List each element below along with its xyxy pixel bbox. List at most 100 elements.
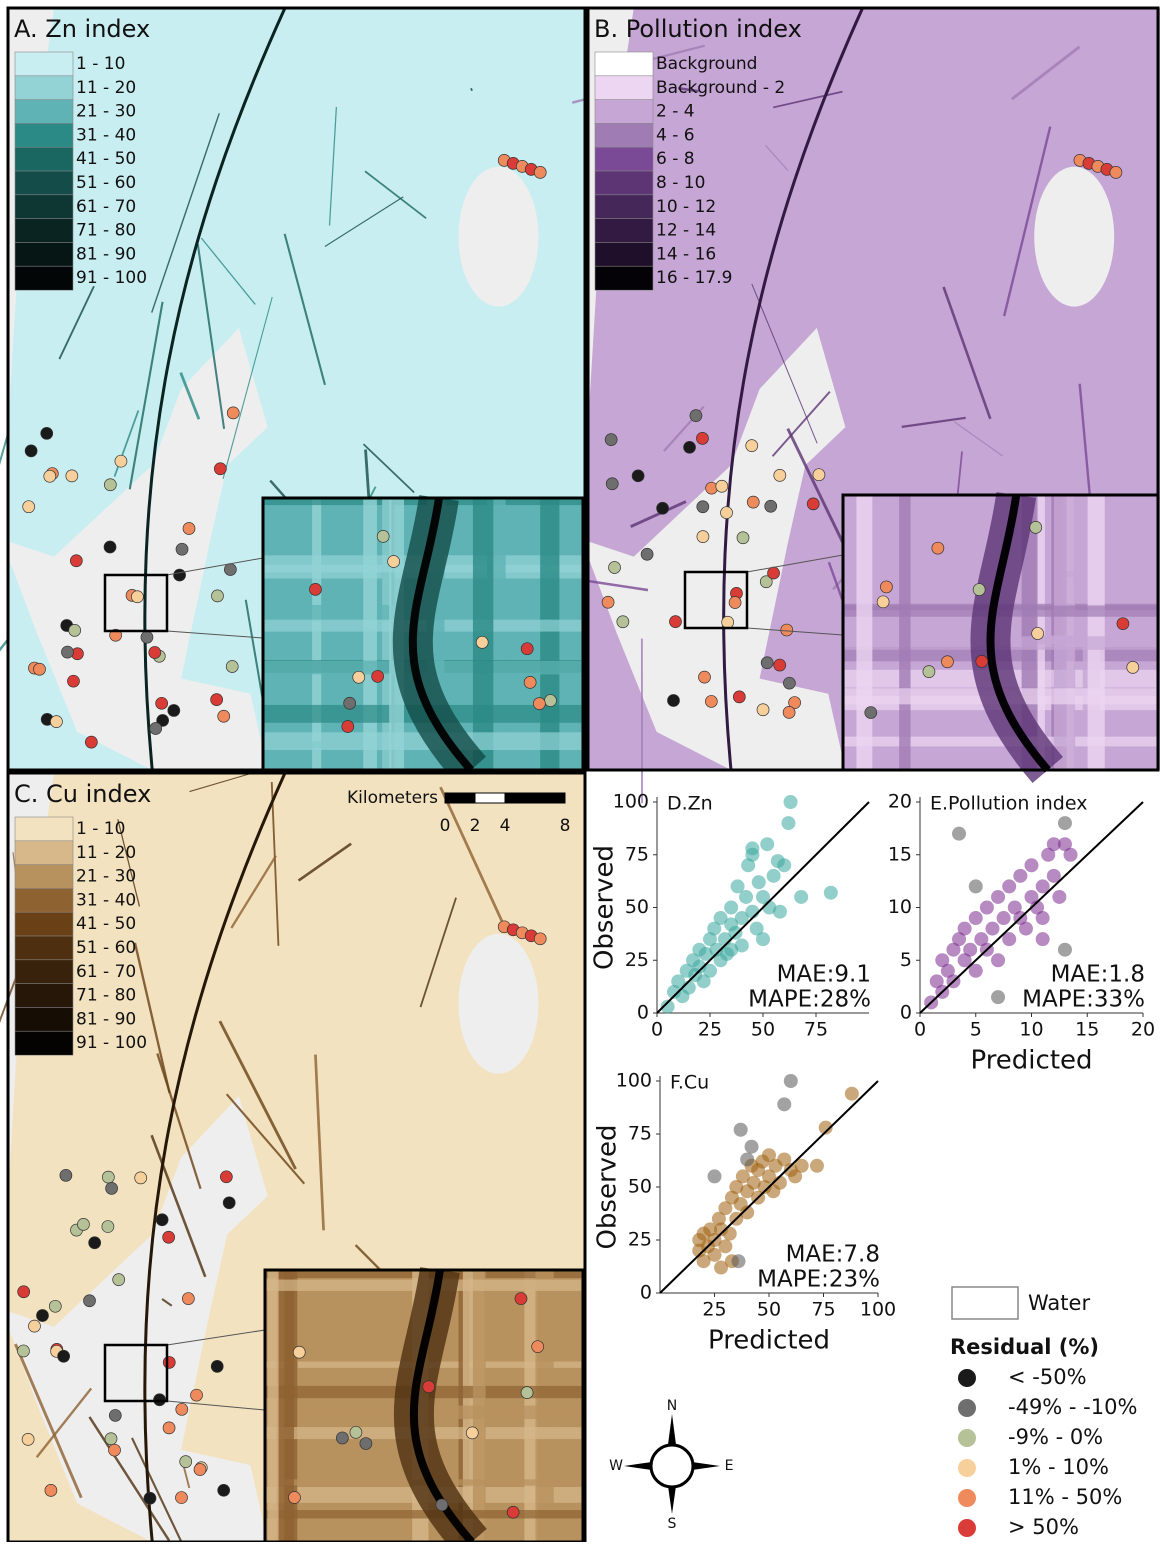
sample-point [641, 548, 653, 560]
legend-swatch [15, 100, 73, 124]
y-tick-label: 20 [888, 791, 912, 813]
x-tick-label: 5 [970, 1019, 982, 1041]
sample-point [747, 496, 759, 508]
sample-point [135, 1172, 147, 1184]
sample-point [69, 624, 81, 636]
sample-point [941, 656, 953, 668]
sample-point [163, 1356, 175, 1368]
sample-point [667, 695, 679, 707]
sample-point [191, 1389, 203, 1401]
sample-point [17, 1345, 29, 1357]
annotation: MAE:9.1 [777, 962, 871, 988]
sample-point [388, 556, 400, 568]
legend-label: 41 - 50 [76, 914, 136, 934]
y-tick-label: 10 [888, 896, 912, 918]
legend-swatch [15, 888, 73, 912]
residual-label: -49% - -10% [1008, 1395, 1137, 1419]
scatter-point [1064, 848, 1078, 862]
annotation: MAPE:33% [1022, 987, 1145, 1013]
sample-point [605, 434, 617, 446]
legend-swatch [15, 936, 73, 960]
scatter-point [1052, 890, 1066, 904]
scatter-point [958, 922, 972, 936]
y-tick-label: 0 [640, 1282, 652, 1304]
y-axis-label: Observed [590, 845, 620, 970]
sample-point [174, 569, 186, 581]
sample-point [49, 1300, 61, 1312]
y-tick-label: 75 [625, 843, 649, 865]
legend-swatch [15, 1007, 73, 1031]
y-tick-label: 75 [628, 1123, 652, 1145]
sample-point [180, 1456, 192, 1468]
scatter-point [1058, 943, 1072, 957]
sample-point [223, 1197, 235, 1209]
sample-point [757, 704, 769, 716]
scale-tick-label: 2 [470, 816, 481, 836]
map-title: C. Cu index [14, 780, 151, 808]
sample-point [102, 1221, 114, 1233]
legend-swatch [15, 76, 73, 100]
sample-point [524, 676, 536, 688]
sample-point [1117, 618, 1129, 630]
sample-point [141, 631, 153, 643]
legend-swatch [15, 171, 73, 195]
residual-label: 11% - 50% [1008, 1485, 1122, 1509]
sample-point [85, 736, 97, 748]
legend-label: 31 - 40 [76, 125, 136, 145]
sample-point [669, 616, 681, 628]
legend-swatch [15, 219, 73, 243]
sample-point [156, 697, 168, 709]
x-tick-label: 50 [751, 1019, 775, 1041]
inset-band [540, 498, 559, 770]
scatter-point [985, 922, 999, 936]
chart-title: D.Zn [667, 793, 713, 815]
legend-label: 51 - 60 [76, 173, 136, 193]
compass-n: N [667, 1398, 677, 1414]
sample-point [182, 1293, 194, 1305]
inset-band [312, 498, 321, 770]
scale-tick-label: 8 [560, 816, 571, 836]
scatter-point [1019, 922, 1033, 936]
scatter-point [969, 911, 983, 925]
sample-point [476, 636, 488, 648]
sample-point [36, 1309, 48, 1321]
scatter-point [752, 875, 766, 889]
legend-swatch [15, 242, 73, 266]
sample-point [423, 1381, 435, 1393]
sample-point [1127, 661, 1139, 673]
residual-label: -9% - 0% [1008, 1425, 1103, 1449]
sample-point [104, 479, 116, 491]
scatter-point [708, 1169, 722, 1183]
sample-point [41, 427, 53, 439]
scatter-point [794, 890, 808, 904]
scatter-point [728, 926, 742, 940]
legend-swatch [595, 123, 653, 147]
x-tick-label: 50 [757, 1299, 781, 1321]
sample-point [602, 596, 614, 608]
annotation: MAE:1.8 [1051, 962, 1145, 988]
scale-segment [475, 793, 505, 803]
scatter-point [682, 981, 696, 995]
sample-point [336, 1432, 348, 1444]
y-tick-label: 0 [637, 1002, 649, 1024]
sample-point [534, 166, 546, 178]
sample-point [697, 531, 709, 543]
inset-band [268, 1270, 279, 1542]
sample-point [23, 501, 35, 513]
sample-point [102, 1171, 114, 1183]
legend-label: 1 - 10 [76, 819, 125, 839]
y-axis-label: Observed [593, 1124, 623, 1249]
y-tick-label: 100 [616, 1070, 652, 1092]
sample-point [698, 671, 710, 683]
sample-point [716, 480, 728, 492]
y-tick-label: 25 [628, 1229, 652, 1251]
legend-swatch [15, 195, 73, 219]
legend-swatch [595, 76, 653, 100]
sample-point [176, 543, 188, 555]
legend-swatch [595, 52, 653, 76]
scatter-point [731, 1254, 745, 1268]
legend-label: 21 - 30 [76, 867, 136, 887]
legend-swatch [15, 865, 73, 889]
sample-point [211, 1360, 223, 1372]
sample-point [765, 500, 777, 512]
